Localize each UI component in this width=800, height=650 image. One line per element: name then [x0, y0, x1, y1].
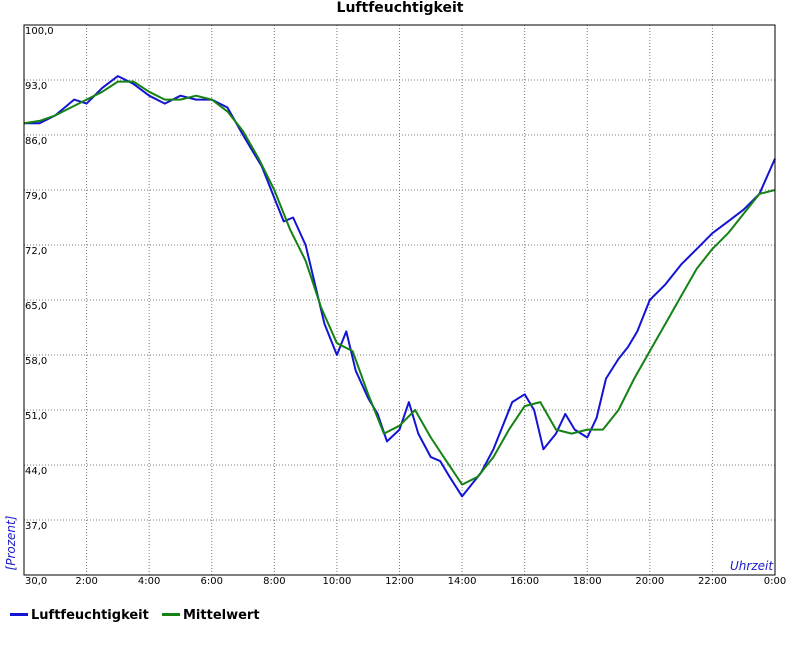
y-tick-label: 37,0	[25, 521, 47, 532]
legend-label-mittelwert: Mittelwert	[183, 608, 260, 623]
y-tick-label: 86,0	[25, 136, 47, 147]
x-tick-label: 10:00	[323, 576, 352, 587]
y-tick-label: 72,0	[25, 246, 47, 257]
series-lines	[23, 75, 776, 498]
x-tick-label: 18:00	[573, 576, 602, 587]
x-tick-label: 2:00	[75, 576, 97, 587]
x-tick-label: 0:00	[764, 576, 786, 587]
legend-item-luftfeuchtigkeit: Luftfeuchtigkeit	[10, 608, 149, 623]
y-tick-labels: 30,0 37,0 44,0 51,0 58,0 65,0 72,0 79,0 86,0 93,0…	[25, 26, 54, 587]
legend-swatch-mittelwert	[162, 613, 180, 616]
x-tick-label: 8:00	[263, 576, 285, 587]
legend-item-mittelwert: Mittelwert	[162, 608, 260, 623]
x-tick-labels: 2:00 4:00 6:00 8:00 10:00 12:00 14:00 16:00 18:0…	[75, 576, 786, 587]
x-tick-label: 20:00	[635, 576, 664, 587]
x-tick-label: 16:00	[510, 576, 539, 587]
plot-border	[23, 24, 776, 576]
y-tick-label: 65,0	[25, 301, 47, 312]
series-line-luftfeuchtigkeit	[24, 75, 776, 498]
x-tick-label: 22:00	[698, 576, 727, 587]
y-tick-label: 44,0	[25, 466, 47, 477]
y-tick-label: 51,0	[25, 411, 47, 422]
legend-swatch-luftfeuchtigkeit	[10, 613, 28, 616]
y-tick-label: 100,0	[25, 26, 54, 37]
y-tick-label: 30,0	[25, 576, 47, 587]
x-tick-label: 6:00	[201, 576, 223, 587]
x-tick-label: 4:00	[138, 576, 160, 587]
legend-label-luftfeuchtigkeit: Luftfeuchtigkeit	[31, 608, 149, 623]
chart-title: Luftfeuchtigkeit	[336, 0, 464, 16]
grid-lines	[24, 25, 775, 575]
x-tick-label: 12:00	[385, 576, 414, 587]
x-tick-label: 14:00	[448, 576, 477, 587]
y-axis-label: [Prozent]	[4, 515, 18, 571]
x-axis-label: Uhrzeit	[730, 559, 774, 573]
y-tick-label: 58,0	[25, 356, 47, 367]
y-tick-label: 93,0	[25, 81, 47, 92]
y-tick-label: 79,0	[25, 191, 47, 202]
series-line-mittelwert	[23, 80, 776, 486]
